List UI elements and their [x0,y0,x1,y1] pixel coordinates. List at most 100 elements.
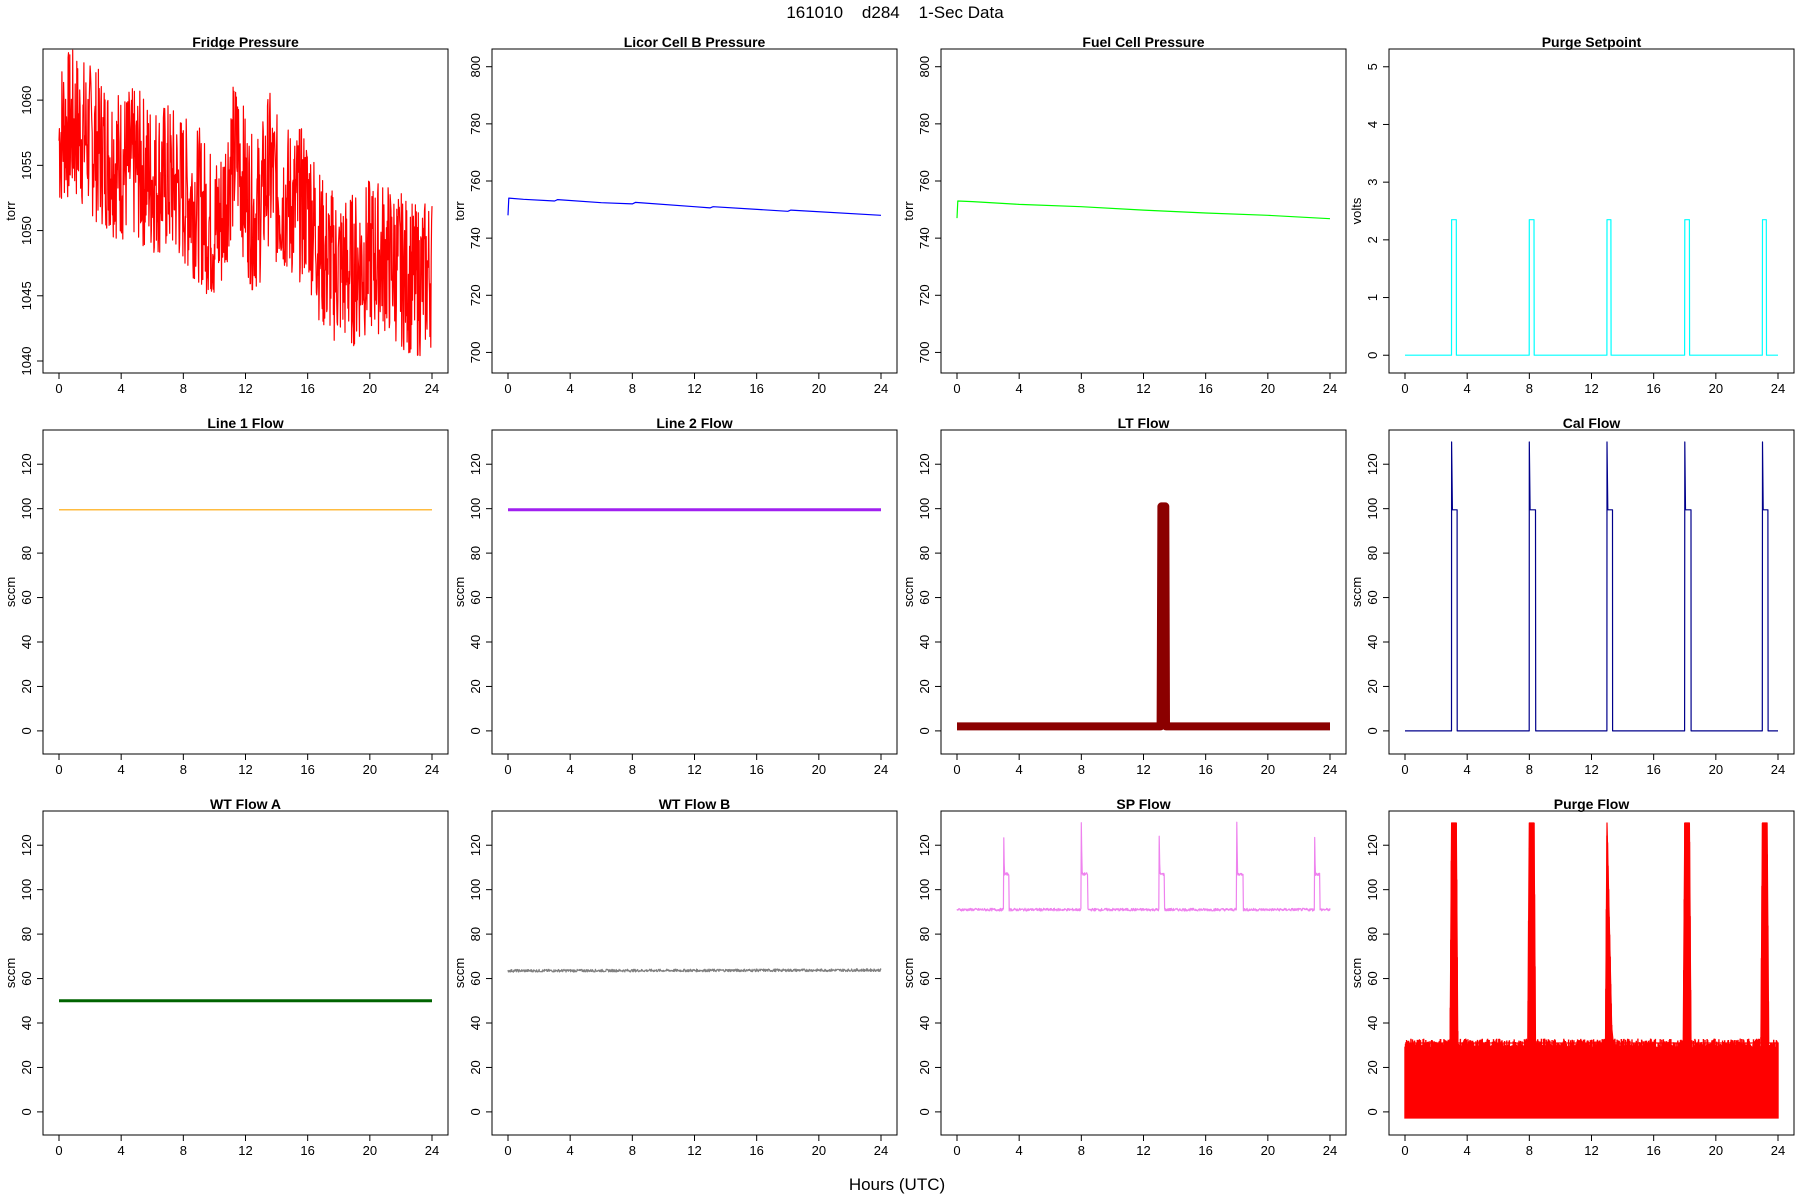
series-group [956,821,1331,912]
chart-panel: WT Flow A sccm 0 20 40 60 80 100 120 0 4 8 12 16 20 24 [3,796,449,1158]
y-tick-label: 0 [468,727,483,734]
chart-title: Line 2 Flow [656,415,732,431]
x-tick-label: 24 [1771,381,1785,396]
y-tick-label: 0 [917,727,932,734]
y-tick-label: 120 [917,453,932,475]
x-tick-label: 8 [1078,762,1085,777]
x-tick-label: 0 [504,381,511,396]
y-tick-label: 40 [468,635,483,649]
y-tick-label: 20 [917,1060,932,1074]
chart-title: Purge Setpoint [1542,34,1642,50]
chart-panel: Fuel Cell Pressure torr 700 720 740 760 780 800… [901,34,1347,396]
series-group [507,197,882,216]
y-tick-label: 60 [468,971,483,985]
plot-frame [940,48,1347,374]
y-tick-label: 120 [19,453,34,475]
x-tick-label: 0 [55,381,62,396]
x-tick-label: 8 [1078,381,1085,396]
x-tick-label: 16 [1198,381,1212,396]
plot-frame [1388,429,1795,755]
x-tick-label: 12 [687,762,701,777]
y-tick-label: 80 [1365,546,1380,560]
y-tick-label: 5 [1365,63,1380,70]
y-axis-label: sccm [901,577,916,607]
y-tick-label: 780 [917,113,932,135]
x-tick-label: 24 [1323,762,1337,777]
y-axis-label: torr [3,201,18,221]
x-tick-label: 8 [1526,762,1533,777]
x-tick-label: 16 [300,381,314,396]
y-tick-label: 40 [917,635,932,649]
chart-title: Cal Flow [1563,415,1621,431]
x-tick-label: 12 [238,381,252,396]
y-tick-label: 80 [19,927,34,941]
y-tick-label: 0 [1365,1108,1380,1115]
x-tick-label: 16 [749,1143,763,1158]
y-tick-label: 0 [468,1108,483,1115]
chart-title: Fridge Pressure [192,34,299,50]
series-group [1405,219,1778,356]
plot-frame [42,429,449,755]
x-tick-label: 24 [425,1143,439,1158]
data-series-band [1404,823,1779,1119]
x-tick-label: 0 [1401,381,1408,396]
plot-frame [42,810,449,1136]
y-tick-label: 60 [19,971,34,985]
series-group [58,49,433,357]
y-tick-label: 700 [468,342,483,364]
x-tick-label: 0 [55,762,62,777]
x-tick-label: 12 [1584,381,1598,396]
x-tick-label: 20 [363,381,377,396]
x-tick-label: 8 [1526,1143,1533,1158]
x-tick-label: 0 [1401,1143,1408,1158]
y-tick-label: 100 [1365,879,1380,901]
data-series-line [956,200,1331,220]
x-tick-label: 20 [363,762,377,777]
plot-frame [491,810,898,1136]
x-tick-label: 24 [874,381,888,396]
y-tick-label: 760 [917,170,932,192]
y-tick-label: 20 [1365,679,1380,693]
y-tick-label: 20 [917,679,932,693]
y-tick-label: 740 [917,227,932,249]
x-tick-label: 12 [687,1143,701,1158]
y-tick-label: 100 [917,498,932,520]
y-tick-label: 80 [1365,927,1380,941]
series-group [507,968,882,973]
y-tick-label: 60 [1365,971,1380,985]
y-tick-label: 720 [917,284,932,306]
x-tick-label: 0 [55,1143,62,1158]
x-tick-label: 20 [812,381,826,396]
figure-title: 161010 d284 1-Sec Data [786,3,1004,22]
x-tick-label: 16 [749,381,763,396]
x-tick-label: 12 [1584,1143,1598,1158]
y-tick-label: 120 [1365,834,1380,856]
series-group [957,502,1330,731]
y-tick-label: 1040 [19,347,34,376]
y-tick-label: 40 [1365,1016,1380,1030]
x-tick-label: 16 [1646,381,1660,396]
chart-panel: Line 2 Flow sccm 0 20 40 60 80 100 120 0 4 8 12 16 20 2… [452,415,898,777]
x-tick-label: 16 [1646,762,1660,777]
x-tick-label: 20 [812,1143,826,1158]
y-axis-label: torr [452,201,467,221]
x-tick-label: 8 [629,1143,636,1158]
y-tick-label: 60 [468,590,483,604]
y-tick-label: 20 [19,1060,34,1074]
y-tick-label: 700 [917,342,932,364]
data-series-line [507,968,882,973]
y-tick-label: 0 [1365,727,1380,734]
series-group [1404,822,1779,1119]
chart-title: Fuel Cell Pressure [1082,34,1204,50]
figure-x-label: Hours (UTC) [849,1175,945,1194]
chart-panel: WT Flow B sccm 0 20 40 60 80 100 120 0 4 8 12 16 20 24 [452,796,898,1158]
x-tick-label: 0 [504,1143,511,1158]
x-tick-label: 24 [1323,381,1337,396]
x-tick-label: 8 [1526,381,1533,396]
x-tick-label: 16 [1198,1143,1212,1158]
y-tick-label: 4 [1365,121,1380,128]
y-tick-label: 0 [1365,352,1380,359]
x-tick-label: 16 [300,1143,314,1158]
y-tick-label: 1050 [19,216,34,245]
y-tick-label: 120 [468,834,483,856]
